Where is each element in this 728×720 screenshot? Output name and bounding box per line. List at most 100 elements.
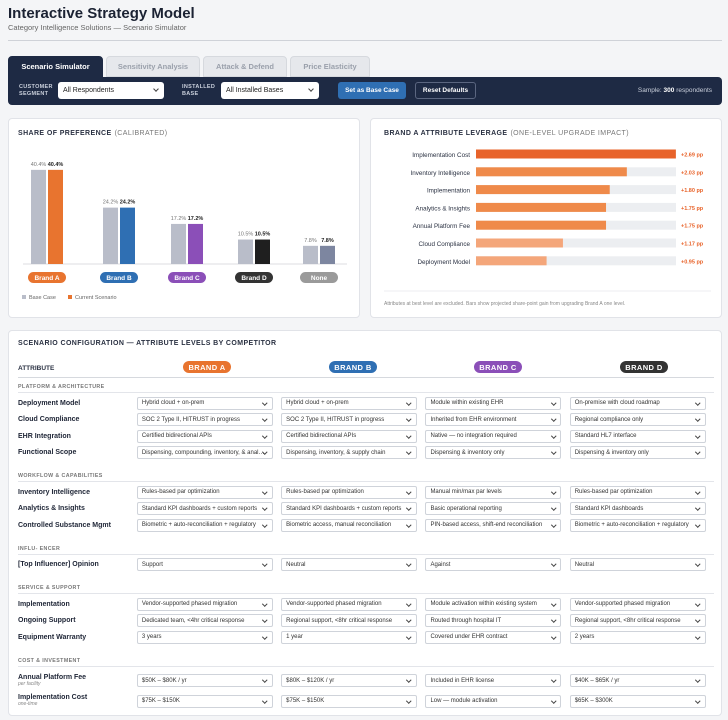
level-select[interactable]: Hybrid cloud + on-prem xyxy=(136,396,273,410)
attribute-header: ATTRIBUTE xyxy=(18,365,55,372)
select-value: $75K – $150K xyxy=(286,698,325,704)
chevron xyxy=(406,432,412,438)
category-pill xyxy=(300,272,338,283)
select-value: Vendor-supported phased migration xyxy=(286,601,382,607)
chevron xyxy=(550,617,556,623)
level-select[interactable]: Biometric access, manual reconciliation xyxy=(281,518,417,532)
level-select[interactable]: Support xyxy=(136,558,273,571)
level-select[interactable]: Neutral xyxy=(281,558,417,571)
level-select[interactable]: Hybrid cloud + on-prem xyxy=(281,396,417,410)
level-select[interactable]: Module activation within existing system xyxy=(425,597,562,611)
select-value: Biometric + auto-reconciliation + regula… xyxy=(141,522,256,528)
level-select[interactable]: SOC 2 Type II, HITRUST in progress xyxy=(136,413,273,426)
level-select[interactable]: Dispensing & inventory only xyxy=(425,446,562,459)
level-select[interactable]: Against xyxy=(425,558,562,571)
level-select[interactable]: Dispensing, compounding, inventory, & an… xyxy=(136,446,273,459)
select-value: $65K – $300K xyxy=(574,698,613,704)
select-value: Routed through hospital IT xyxy=(430,617,502,624)
select-value: Support xyxy=(141,561,163,568)
chevron xyxy=(262,416,268,422)
level-select[interactable]: Inherited from EHR environment xyxy=(425,413,562,426)
level-select[interactable]: $75K – $150K xyxy=(136,694,273,708)
bar xyxy=(476,256,547,266)
level-select[interactable]: Standard KPI dashboards + custom reports xyxy=(136,502,273,515)
level-select[interactable]: PIN-based access, shift-end reconciliati… xyxy=(425,518,562,532)
level-select[interactable]: Regional support, <8hr critical response xyxy=(281,614,417,627)
row-label: Analytics & Insights xyxy=(18,505,85,512)
tab[interactable]: Attack & Defend xyxy=(203,56,287,77)
level-select[interactable]: Vendor-supported phased migration xyxy=(281,597,417,611)
row-label-block: Implementation Cost one-time xyxy=(18,694,137,708)
level-select[interactable]: $75K – $150K xyxy=(281,694,417,708)
level-select[interactable]: Basic operational reporting xyxy=(425,502,562,515)
tab[interactable]: Sensitivity Analysis xyxy=(106,56,200,77)
row-label-block: Functional Scope xyxy=(18,449,137,456)
level-select[interactable]: Biometric + auto-reconciliation + regula… xyxy=(569,518,706,532)
level-select[interactable]: Dedicated team, <4hr critical response xyxy=(136,614,273,627)
level-select[interactable]: Biometric + auto-reconciliation + regula… xyxy=(136,518,273,532)
base-select[interactable]: All Installed Bases xyxy=(221,82,319,99)
level-select[interactable]: Rules-based par optimization xyxy=(281,485,417,499)
bar-track xyxy=(476,238,676,248)
select-value: $50K – $80K / yr xyxy=(141,677,187,684)
level-select[interactable]: Certified bidirectional APIs xyxy=(136,429,273,443)
level-select[interactable]: $80K – $120K / yr xyxy=(281,674,417,687)
level-select[interactable]: On-premise with cloud roadmap xyxy=(569,396,706,410)
legend-label: Current Scenario xyxy=(75,295,117,301)
level-select[interactable]: Neutral xyxy=(569,558,706,571)
tab[interactable]: Scenario Simulator xyxy=(8,56,103,77)
category-label: Implementation Cost xyxy=(412,152,470,159)
category-label: Brand C xyxy=(174,275,200,282)
level-select[interactable]: Module within existing EHR xyxy=(425,396,562,410)
category-pill xyxy=(28,272,66,283)
select-value: Module within existing EHR xyxy=(430,400,504,406)
select-value: Standard KPI dashboards + custom reports xyxy=(286,505,402,512)
level-select[interactable]: Regional support, <8hr critical response xyxy=(569,614,706,627)
level-select[interactable]: $50K – $80K / yr xyxy=(136,674,273,687)
chevron xyxy=(695,399,701,405)
bar xyxy=(476,202,607,212)
level-select[interactable]: Dispensing, inventory, & supply chain xyxy=(281,446,417,459)
level-select[interactable]: $65K – $300K xyxy=(569,694,706,708)
level-select[interactable]: Native — no integration required xyxy=(425,429,562,443)
value-label: +1.80 pp xyxy=(681,188,704,194)
level-select[interactable]: $40K – $65K / yr xyxy=(569,674,706,687)
chevron xyxy=(695,677,701,683)
level-select[interactable]: 1 year xyxy=(281,630,417,644)
config-row: Functional Scope Dispensing, compounding,… xyxy=(18,445,714,461)
segment-select[interactable]: All Respondents xyxy=(58,82,164,99)
level-select[interactable]: Standard HL7 interface xyxy=(569,429,706,443)
sample-count: 300 xyxy=(663,87,675,94)
brand-pill: BRAND C xyxy=(474,361,522,373)
config-row: Cloud Compliance SOC 2 Type II, HITRUST i… xyxy=(18,412,714,428)
tab[interactable]: Price Elasticity xyxy=(290,56,370,77)
level-select[interactable]: Certified bidirectional APIs xyxy=(281,429,417,443)
set-base-button[interactable]: Set as Base Case xyxy=(338,82,406,99)
level-select[interactable]: Standard KPI dashboards xyxy=(569,502,706,515)
select-value: $40K – $65K / yr xyxy=(574,677,620,684)
level-select[interactable]: SOC 2 Type II, HITRUST in progress xyxy=(281,413,417,426)
level-select[interactable]: Dispensing & inventory only xyxy=(569,446,706,459)
row-label: Cloud Compliance xyxy=(18,416,80,423)
level-select[interactable]: Routed through hospital IT xyxy=(425,614,562,627)
level-select[interactable]: Vendor-supported phased migration xyxy=(136,597,273,611)
bar xyxy=(238,239,253,264)
level-select[interactable]: Included in EHR license xyxy=(425,674,562,687)
chart-title-text: BRAND A ATTRIBUTE LEVERAGE xyxy=(384,130,507,137)
value-label: +0.95 pp xyxy=(681,259,704,265)
level-select[interactable]: Regional compliance only xyxy=(569,413,706,426)
chevron xyxy=(262,449,268,455)
chart-title: BRAND A ATTRIBUTE LEVERAGE (ONE-LEVEL UPG… xyxy=(384,130,629,137)
level-select[interactable]: Manual min/max par levels xyxy=(425,485,562,499)
level-select[interactable]: Covered under EHR contract xyxy=(425,630,562,644)
level-select[interactable]: Rules-based par optimization xyxy=(569,485,706,499)
select-value: 3 years xyxy=(141,634,162,640)
level-select[interactable]: 3 years xyxy=(136,630,273,644)
bar xyxy=(255,239,270,264)
level-select[interactable]: Vendor-supported phased migration xyxy=(569,597,706,611)
reset-button[interactable]: Reset Defaults xyxy=(415,82,476,99)
level-select[interactable]: Rules-based par optimization xyxy=(136,485,273,499)
level-select[interactable]: Low — module activation xyxy=(425,694,562,708)
level-select[interactable]: Standard KPI dashboards + custom reports xyxy=(281,502,417,515)
level-select[interactable]: 2 years xyxy=(569,630,706,644)
